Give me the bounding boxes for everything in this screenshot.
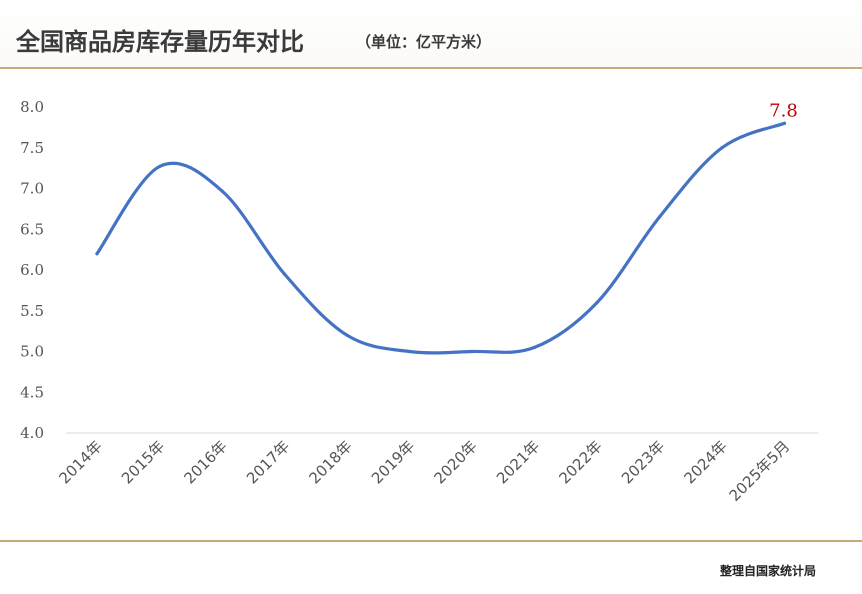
data-point <box>282 272 287 276</box>
y-tick-label: 5.5 <box>20 302 44 320</box>
data-labels: 7.8 <box>769 100 798 121</box>
y-tick-label: 4.0 <box>20 424 44 442</box>
chart-unit: （单位：亿平方米） <box>356 33 492 51</box>
x-tick-label: 2017年 <box>243 437 293 487</box>
x-tick-label: 2014年 <box>55 437 105 487</box>
data-point <box>220 189 224 193</box>
x-tick-label: 2016年 <box>180 437 230 487</box>
x-tick-label: 2024年 <box>680 437 730 487</box>
x-tick-label: 2019年 <box>368 437 418 487</box>
footer-divider <box>0 540 862 542</box>
data-point <box>782 121 787 125</box>
line-chart: 4.04.55.05.56.06.57.07.58.0 2014年 2015年 20… <box>20 98 818 505</box>
data-point <box>532 345 537 350</box>
chart-title: 全国商品房库存量历年对比 <box>16 27 304 56</box>
y-tick-label: 6.0 <box>20 261 44 279</box>
data-point <box>157 164 162 169</box>
y-tick-label: 7.5 <box>20 139 44 157</box>
chart-header: 全国商品房库存量历年对比 （单位：亿平方米） <box>0 0 862 68</box>
data-point <box>470 349 474 354</box>
data-label: 7.8 <box>769 100 798 121</box>
x-tick-label: 2021年 <box>493 437 543 487</box>
y-tick-label: 7.0 <box>20 180 44 198</box>
series-line <box>95 121 787 355</box>
x-axis-ticks: 2014年 2015年 2016年 2017年 2018年 2019年 2020年 2021年… <box>55 437 793 505</box>
x-tick-label: 2020年 <box>430 437 480 487</box>
data-point <box>720 146 724 150</box>
x-tick-label: 2015年 <box>118 437 168 487</box>
x-tick-label: 2022年 <box>555 437 605 487</box>
y-tick-label: 4.5 <box>20 383 44 401</box>
data-point <box>345 333 349 337</box>
y-tick-label: 8.0 <box>20 98 44 116</box>
y-axis-ticks: 4.0 4.5 5.0 5.5 6.0 6.5 7.0 7.5 8.0 <box>20 98 44 442</box>
header-divider <box>0 67 862 69</box>
y-tick-label: 6.5 <box>20 220 44 238</box>
x-tick-label: 2025年5月 <box>726 437 794 505</box>
data-points <box>95 121 787 354</box>
x-tick-label: 2018年 <box>305 437 355 487</box>
data-point <box>595 301 599 305</box>
data-point <box>407 349 412 354</box>
y-tick-label: 5.0 <box>20 343 44 361</box>
data-point <box>95 252 99 256</box>
source-note: 整理自国家统计局 <box>719 564 816 578</box>
data-point <box>657 215 662 219</box>
x-tick-label: 2023年 <box>618 437 668 487</box>
